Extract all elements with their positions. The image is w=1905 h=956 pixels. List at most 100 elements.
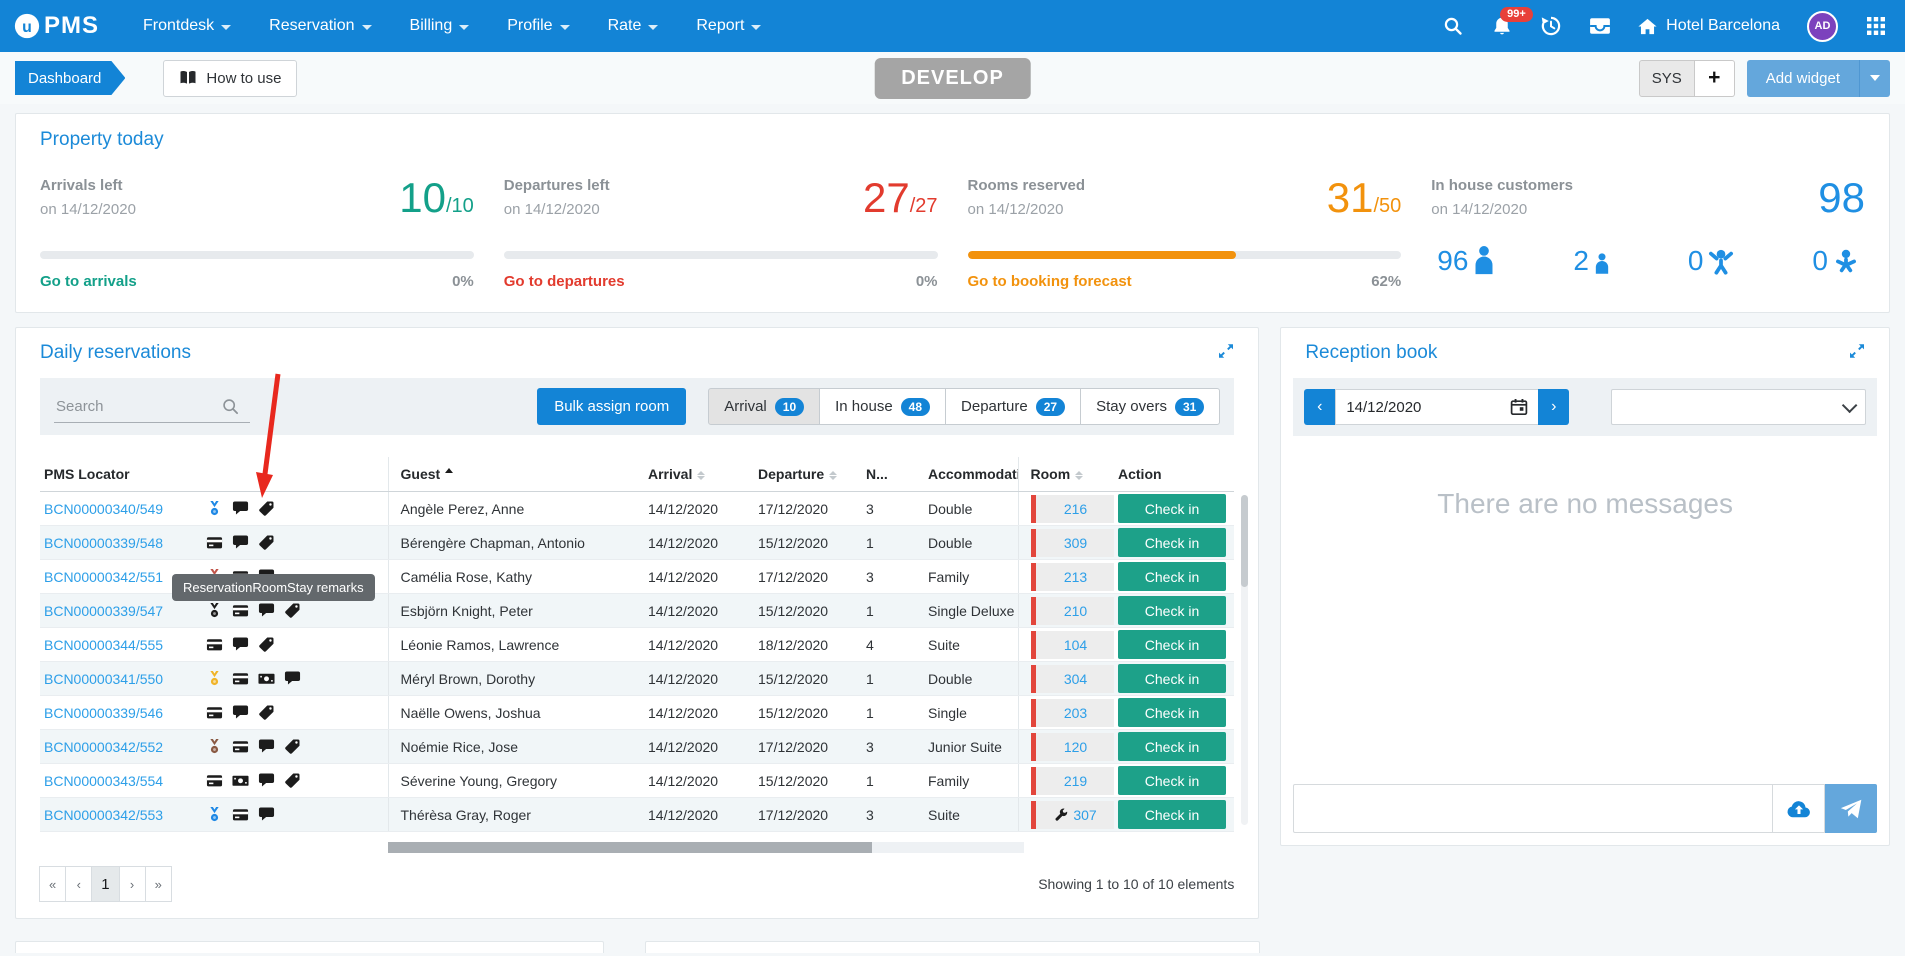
hotel-switcher[interactable]: Hotel Barcelona bbox=[1638, 17, 1780, 35]
vertical-scrollbar[interactable] bbox=[1241, 495, 1248, 825]
room-chip[interactable]: 213 bbox=[1031, 563, 1115, 591]
page-number-button[interactable]: 1 bbox=[91, 866, 119, 902]
room-chip[interactable]: 307 bbox=[1031, 801, 1115, 829]
room-chip[interactable]: 216 bbox=[1031, 495, 1115, 523]
pms-locator-link[interactable]: BCN00000339/547 bbox=[44, 603, 206, 619]
first-page-button[interactable]: « bbox=[39, 866, 66, 902]
pms-locator-link[interactable]: BCN00000342/553 bbox=[44, 807, 206, 823]
search-icon[interactable] bbox=[1442, 15, 1464, 37]
avatar[interactable]: AD bbox=[1807, 11, 1838, 42]
chevron-down-icon bbox=[362, 25, 372, 30]
pms-locator-link[interactable]: BCN00000339/548 bbox=[44, 535, 206, 551]
nav-menu-profile[interactable]: Profile bbox=[507, 17, 569, 35]
metric-link[interactable]: Go to arrivals bbox=[40, 273, 137, 290]
check-in-button[interactable]: Check in bbox=[1118, 800, 1226, 829]
departure-cell: 17/12/2020 bbox=[754, 798, 862, 832]
check-in-button[interactable]: Check in bbox=[1118, 732, 1226, 761]
accommodation-cell: Double bbox=[924, 526, 1018, 560]
column-header-room[interactable]: Room bbox=[1018, 457, 1114, 492]
guest-cell: Méryl Brown, Dorothy bbox=[388, 662, 644, 696]
message-input[interactable] bbox=[1293, 784, 1773, 833]
reservation-row: BCN00000344/555 Léonie Ramos, Lawrence 1… bbox=[40, 628, 1234, 662]
room-chip[interactable]: 120 bbox=[1031, 733, 1115, 761]
nav-menu-report[interactable]: Report bbox=[696, 17, 761, 35]
bulk-assign-room-button[interactable]: Bulk assign room bbox=[537, 388, 686, 425]
metric-link[interactable]: Go to booking forecast bbox=[968, 273, 1132, 290]
room-number: 309 bbox=[1064, 535, 1087, 551]
room-chip[interactable]: 203 bbox=[1031, 699, 1115, 727]
upload-button[interactable] bbox=[1773, 784, 1825, 833]
check-in-button[interactable]: Check in bbox=[1118, 664, 1226, 693]
room-chip[interactable]: 210 bbox=[1031, 597, 1115, 625]
check-in-button[interactable]: Check in bbox=[1118, 596, 1226, 625]
next-day-button[interactable]: › bbox=[1538, 389, 1569, 425]
column-header-departure[interactable]: Departure bbox=[754, 457, 862, 492]
tab-stay-overs[interactable]: Stay overs31 bbox=[1080, 388, 1220, 425]
pms-locator-link[interactable]: BCN00000343/554 bbox=[44, 773, 206, 789]
check-in-button[interactable]: Check in bbox=[1118, 630, 1226, 659]
last-page-button[interactable]: » bbox=[145, 866, 172, 902]
check-in-button[interactable]: Check in bbox=[1118, 766, 1226, 795]
room-chip[interactable]: 309 bbox=[1031, 529, 1115, 557]
tab-departure[interactable]: Departure27 bbox=[945, 388, 1081, 425]
tab-in-house[interactable]: In house48 bbox=[819, 388, 946, 425]
metric-arrivals-left: Arrivals left on 14/12/2020 10/10 Go to … bbox=[40, 177, 474, 290]
arrival-cell: 14/12/2020 bbox=[644, 730, 754, 764]
metric-progressbar bbox=[968, 251, 1402, 259]
previous-page-button[interactable]: ‹ bbox=[65, 866, 92, 902]
card-icon bbox=[206, 772, 223, 789]
sys-button[interactable]: SYS bbox=[1639, 60, 1695, 97]
pms-locator-link[interactable]: BCN00000344/555 bbox=[44, 637, 206, 653]
check-in-button[interactable]: Check in bbox=[1118, 562, 1226, 591]
tab-arrival[interactable]: Arrival10 bbox=[708, 388, 820, 425]
how-to-use-button[interactable]: How to use bbox=[163, 60, 297, 97]
pms-locator-link[interactable]: BCN00000339/546 bbox=[44, 705, 206, 721]
card-icon bbox=[206, 704, 223, 721]
message-filter-select[interactable] bbox=[1611, 389, 1866, 425]
room-chip[interactable]: 304 bbox=[1031, 665, 1115, 693]
arrival-cell: 14/12/2020 bbox=[644, 798, 754, 832]
nav-menu-frontdesk[interactable]: Frontdesk bbox=[143, 17, 231, 35]
column-header-guest[interactable]: Guest bbox=[388, 457, 644, 492]
search-input[interactable] bbox=[54, 391, 222, 422]
next-page-button[interactable]: › bbox=[119, 866, 146, 902]
metric-link[interactable]: Go to departures bbox=[504, 273, 625, 290]
showing-summary: Showing 1 to 10 of 10 elements bbox=[1038, 876, 1234, 892]
guest-cell: Angèle Perez, Anne bbox=[388, 492, 644, 526]
nights-cell: 3 bbox=[862, 730, 924, 764]
nav-menu-billing[interactable]: Billing bbox=[410, 17, 470, 35]
room-chip[interactable]: 219 bbox=[1031, 767, 1115, 795]
room-chip[interactable]: 104 bbox=[1031, 631, 1115, 659]
add-dashboard-button[interactable]: + bbox=[1695, 60, 1735, 97]
breadcrumb[interactable]: Dashboard bbox=[15, 61, 125, 95]
property-today-title: Property today bbox=[40, 129, 1865, 151]
inbox-icon[interactable] bbox=[1589, 15, 1611, 37]
column-label: Accommodatio bbox=[928, 466, 1018, 482]
nav-menu-reservation[interactable]: Reservation bbox=[269, 17, 371, 35]
accommodation-cell: Suite bbox=[924, 628, 1018, 662]
nav-menu-rate[interactable]: Rate bbox=[608, 17, 659, 35]
departure-cell: 15/12/2020 bbox=[754, 696, 862, 730]
horizontal-scrollbar[interactable] bbox=[388, 842, 1024, 853]
pms-locator-link[interactable]: BCN00000342/552 bbox=[44, 739, 206, 755]
calendar-icon[interactable] bbox=[1510, 398, 1528, 416]
check-in-button[interactable]: Check in bbox=[1118, 494, 1226, 523]
app-logo[interactable]: u PMS bbox=[14, 12, 99, 40]
apps-grid-icon[interactable] bbox=[1865, 15, 1887, 37]
add-widget-button[interactable]: Add widget bbox=[1747, 60, 1859, 97]
previous-day-button[interactable]: ‹ bbox=[1304, 389, 1335, 425]
notifications-bell-icon[interactable]: 99+ bbox=[1491, 15, 1513, 37]
pms-locator-link[interactable]: BCN00000340/549 bbox=[44, 501, 206, 517]
send-button[interactable] bbox=[1825, 784, 1877, 833]
history-icon[interactable] bbox=[1540, 15, 1562, 37]
add-widget-caret[interactable] bbox=[1859, 60, 1890, 97]
check-in-button[interactable]: Check in bbox=[1118, 528, 1226, 557]
date-input[interactable] bbox=[1346, 399, 1510, 416]
pms-locator-link[interactable]: BCN00000341/550 bbox=[44, 671, 206, 687]
scrollbar-thumb[interactable] bbox=[388, 842, 872, 853]
metric-value: 27/27 bbox=[863, 177, 938, 219]
expand-icon[interactable] bbox=[1218, 343, 1234, 364]
column-header-arrival[interactable]: Arrival bbox=[644, 457, 754, 492]
check-in-button[interactable]: Check in bbox=[1118, 698, 1226, 727]
expand-icon[interactable] bbox=[1849, 343, 1865, 364]
